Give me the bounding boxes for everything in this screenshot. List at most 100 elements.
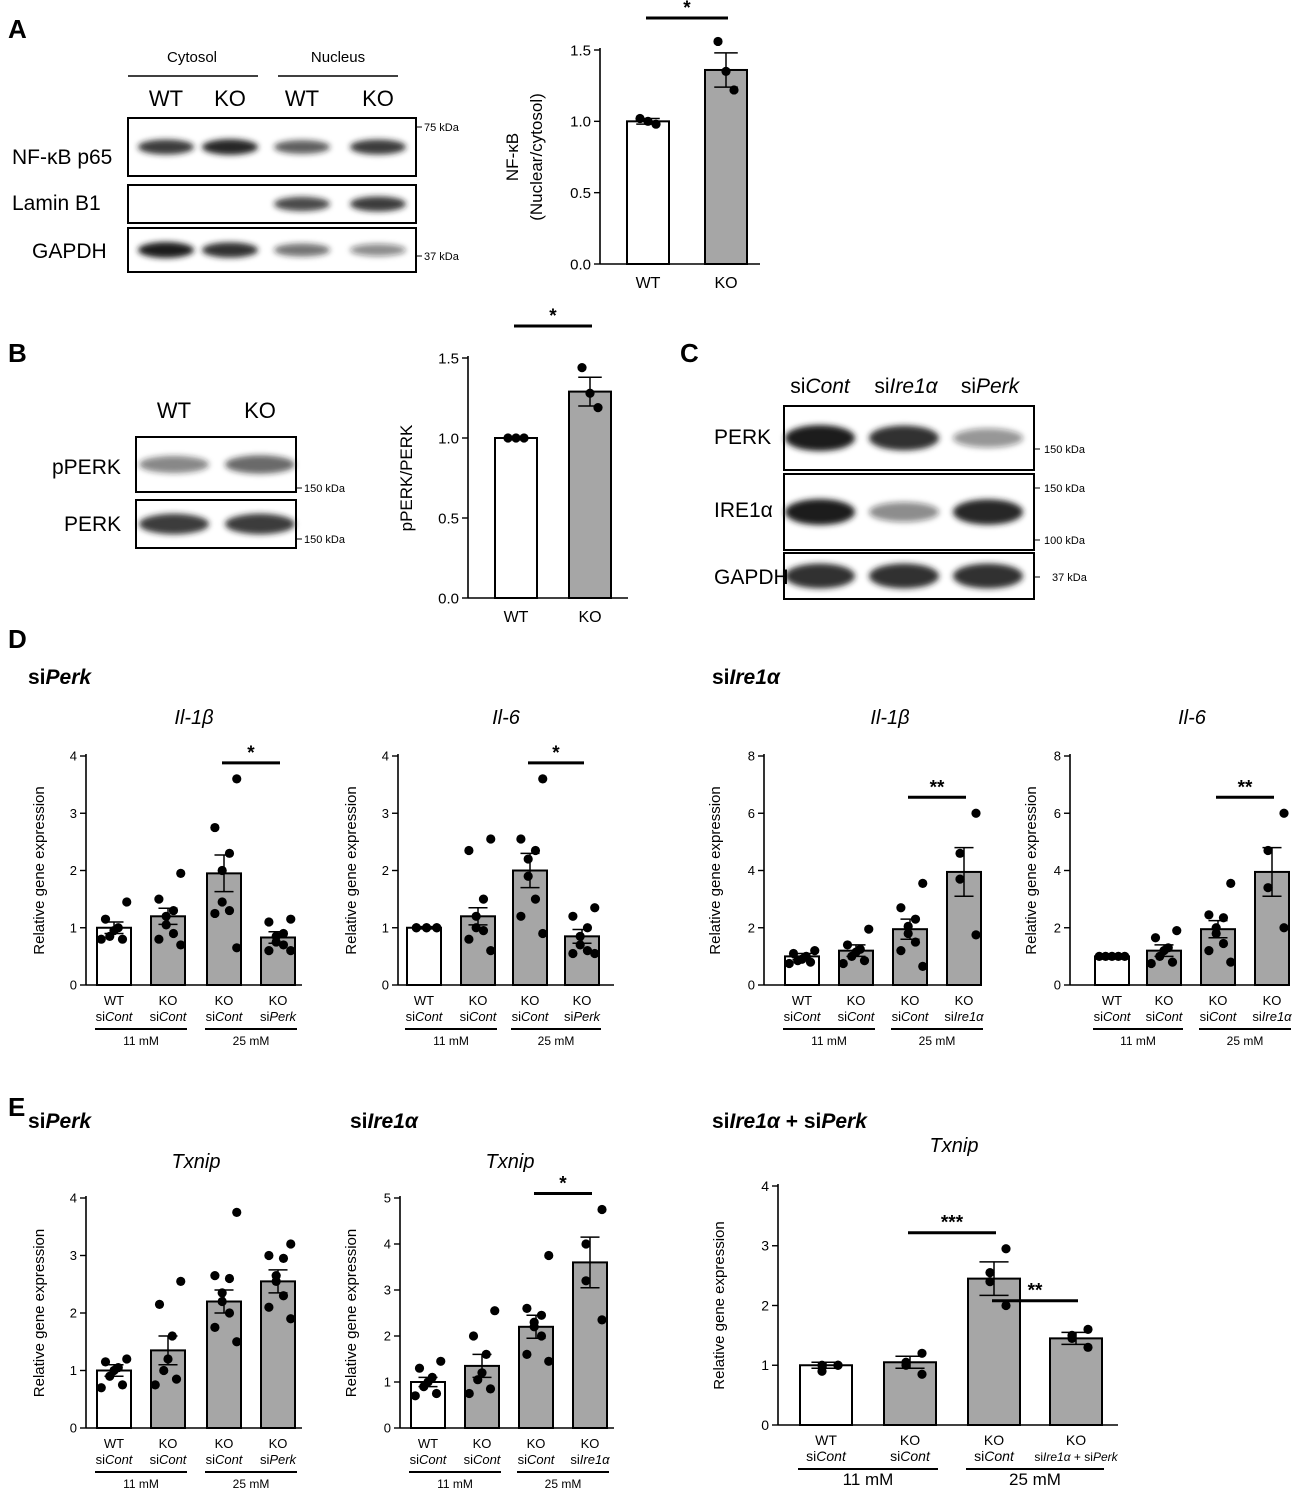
data-point (833, 1360, 843, 1370)
group-label: 25 mM (545, 1477, 582, 1491)
data-point (473, 1375, 483, 1385)
chart-b-pperk: 0.0 0.5 1.0 1.5 pPERK/PERK * WT KO (397, 306, 628, 626)
data-point (896, 946, 906, 956)
bar (1254, 870, 1290, 987)
blot-c-band (953, 428, 1023, 448)
data-point (264, 1250, 274, 1261)
significance-label: * (683, 0, 691, 19)
blot-a-marker-37: 37 kDa (424, 251, 460, 263)
data-point (985, 1268, 995, 1278)
data-point (544, 1356, 554, 1366)
y-tick-label: 2 (1054, 920, 1061, 935)
heading-e-combined: siIre1α + siPerk (712, 1110, 868, 1133)
blot-c-lane-label: siCont (790, 375, 851, 398)
y-tick-label: 0 (384, 1421, 391, 1436)
x-category-label: siCont (150, 1452, 188, 1467)
y-tick-label: 2 (761, 1297, 769, 1313)
significance-label: ** (1238, 777, 1253, 798)
data-point (122, 897, 132, 907)
data-point (414, 1363, 425, 1373)
y-tick-label: 0.5 (438, 510, 459, 527)
data-point (1204, 946, 1214, 956)
data-point (264, 946, 274, 956)
data-point (918, 961, 928, 971)
blot-c-row-label: IRE1α (714, 499, 773, 522)
data-point (1067, 1333, 1077, 1343)
y-axis-label: pPERK/PERK (397, 424, 416, 531)
data-point (436, 1356, 446, 1366)
data-point (577, 363, 587, 373)
chart-title: Txnip (486, 1151, 535, 1173)
group-label: 25 mM (233, 1477, 270, 1491)
data-point (1001, 1300, 1011, 1311)
data-point (224, 1308, 235, 1318)
data-point (575, 940, 585, 950)
data-point (464, 1388, 474, 1399)
blot-a-band (138, 242, 194, 258)
x-category-label: KO (469, 993, 488, 1008)
blot-b-band (139, 513, 209, 535)
group-label: 11 mM (811, 1034, 847, 1048)
data-point (122, 1354, 132, 1364)
data-point (217, 1288, 227, 1298)
data-point (486, 946, 496, 956)
y-tick-label: 0 (748, 978, 755, 993)
blot-a-row-label: NF-κB p65 (12, 146, 112, 169)
x-category-label: KO (1155, 993, 1174, 1008)
chart-title: Il-6 (492, 707, 521, 729)
group-label: 11 mM (1120, 1034, 1156, 1048)
data-point (793, 956, 803, 966)
y-tick-label: 1.5 (438, 350, 459, 367)
x-category-label: siCont (784, 1009, 822, 1024)
data-point (232, 1207, 242, 1217)
significance-label: * (552, 743, 560, 764)
panel-letter-e: E (8, 1092, 25, 1122)
data-point (1167, 957, 1178, 967)
bar (626, 120, 670, 266)
data-point (511, 433, 521, 443)
data-point (490, 1306, 500, 1316)
y-tick-label: 4 (384, 1237, 391, 1252)
x-category-label: KO (215, 993, 234, 1008)
chart-title: Il-6 (1178, 707, 1207, 729)
blot-c-marker: 150 kDa (1044, 483, 1086, 495)
blot-a-lane-label: KO (214, 86, 246, 111)
data-point (100, 914, 111, 924)
data-point (538, 774, 548, 784)
y-tick-label: 1.0 (438, 430, 459, 447)
significance-label: * (559, 1174, 567, 1195)
blot-a-lane-label: WT (149, 86, 183, 111)
y-tick-label: 0 (70, 978, 77, 993)
blot-c: siCont siIre1α siPerk PERK IRE1α GAPDH 1… (714, 375, 1088, 600)
data-point (838, 958, 848, 969)
bar (704, 68, 748, 266)
data-point (210, 822, 220, 833)
x-category-label: siIre1α + siPerk (1034, 1450, 1118, 1464)
data-point (810, 946, 820, 956)
data-point (713, 36, 723, 47)
data-point (471, 911, 481, 921)
data-point (522, 1303, 532, 1313)
data-point (529, 1322, 539, 1332)
panel-letter-d: D (8, 624, 27, 654)
y-axis-label: NF-κB (503, 133, 522, 181)
data-point (917, 1369, 927, 1379)
data-point (1218, 938, 1229, 949)
data-point (971, 808, 981, 818)
data-point (590, 903, 600, 913)
bar (799, 1364, 853, 1426)
data-point (232, 774, 242, 784)
x-category-label: KO (159, 1436, 178, 1451)
data-point (232, 943, 242, 953)
y-tick-label: 8 (1054, 749, 1061, 764)
data-point (1211, 928, 1221, 939)
group-label: 25 mM (1009, 1470, 1061, 1489)
data-point (1263, 845, 1273, 856)
group-label: 25 mM (919, 1034, 956, 1048)
data-point (224, 905, 235, 916)
blot-a: Cytosol Nucleus WT KO WT KO NF-κB p65 La… (12, 49, 460, 273)
x-category-label: KO (955, 993, 974, 1008)
data-point (859, 956, 870, 966)
